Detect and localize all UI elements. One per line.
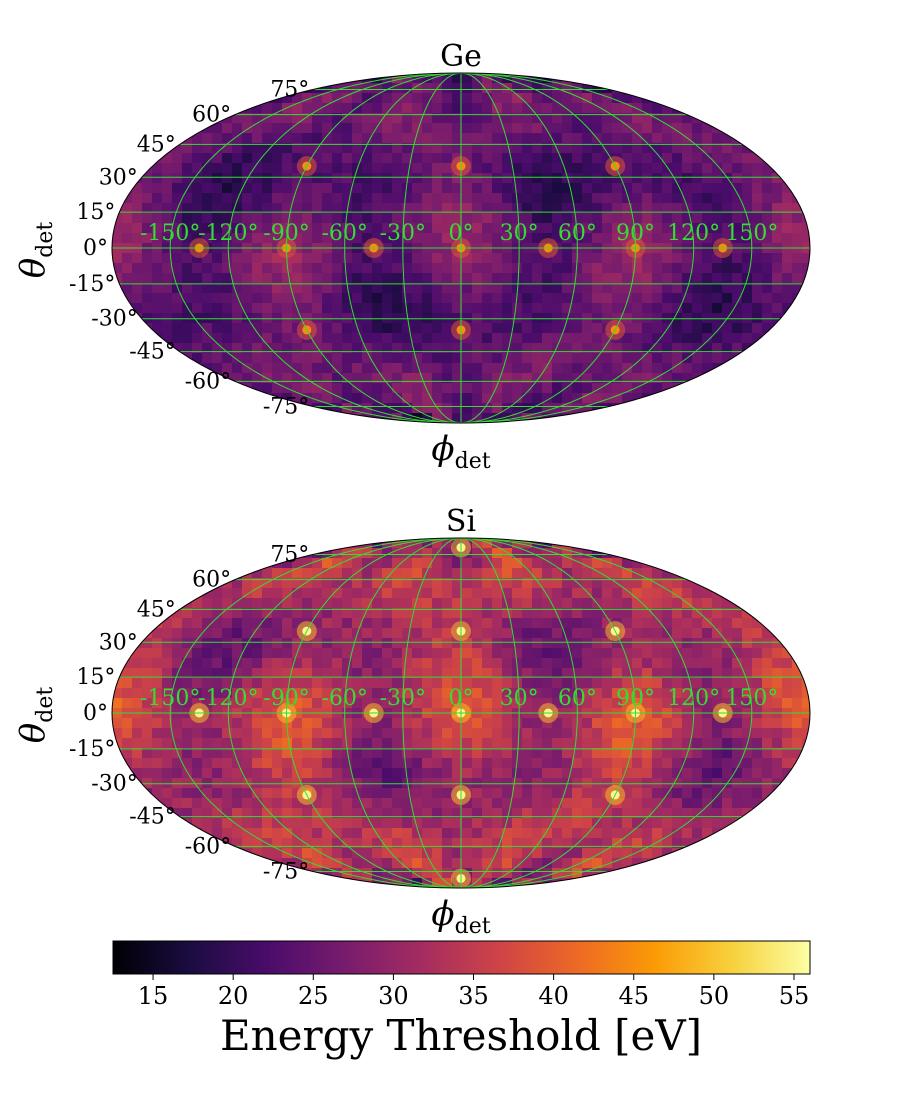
ge-longitude-labels: -150°-120° -90° -60° -30° 0° 30° 60° 90° 120° 150… [140,221,778,246]
latitude-tick-label: 60° [192,103,231,128]
latitude-tick-label: -15° [69,737,115,762]
si-xlabel-symbol: ϕ [431,894,454,934]
si-x-axis-label: ϕdet [431,894,490,939]
si-longitude-labels: -150°-120° -90° -60° -30° 0° 30° 60° 90° 120° 150… [140,686,778,711]
longitude-tick-label: -60° [321,221,367,246]
colorbar-tick-label: 40 [538,982,569,1010]
longitude-tick-label: 120° [667,221,720,246]
latitude-tick-label: 15° [76,200,115,225]
ge-title: Ge [440,39,482,74]
ge-x-axis-label: ϕdet [431,429,490,474]
ge-latitude-labels: 75° 60° 45° 30° 15° 0° -15° -30° -45° -60° -75° [69,77,309,419]
longitude-tick-label: 90° [616,221,655,246]
longitude-tick-label: -60° [321,686,367,711]
longitude-tick-label: -30° [380,221,426,246]
colorbar-tick-label: 25 [298,982,329,1010]
latitude-tick-label: 30° [99,165,138,190]
colorbar-ticks: 15 20 25 30 35 40 45 50 55 [138,974,809,1010]
longitude-tick-label: 120° [667,686,720,711]
colorbar-tick-label: 20 [218,982,249,1010]
latitude-tick-label: -15° [69,272,115,297]
ge-xlabel-subscript: det [455,449,491,474]
colorbar-tick-label: 55 [779,982,810,1010]
longitude-tick-label: 0° [449,221,474,246]
longitude-tick-label: -30° [380,686,426,711]
longitude-tick-label: 150° [725,221,778,246]
longitude-tick-label: 30° [500,221,539,246]
latitude-tick-label: 0° [83,701,108,726]
latitude-tick-label: 0° [83,236,108,261]
si-ylabel-symbol: θ [13,723,53,743]
si-title: Si [446,504,476,539]
colorbar-tick-label: 45 [618,982,649,1010]
longitude-tick-label: 60° [558,221,597,246]
latitude-tick-label: -30° [91,307,137,332]
colorbar-gradient [112,940,811,975]
ge-y-axis-label: θdet [13,222,58,279]
ge-xlabel-symbol: ϕ [431,429,454,469]
longitude-tick-label: 60° [558,686,597,711]
si-y-axis-label: θdet [13,687,58,744]
latitude-tick-label: 75° [270,77,309,102]
si-panel: Si -150°-120° -90° -60° -30° 0° 30° 60° 90° 120°… [13,504,811,939]
si-map-outline [111,537,811,889]
longitude-tick-label: -150° [140,221,200,246]
latitude-tick-label: 30° [99,630,138,655]
latitude-tick-label: -30° [91,772,137,797]
latitude-tick-label: 45° [137,597,176,622]
ge-panel: Ge -150°-120° -90° -60° -30° 0° 30° 60° 90° 120°… [13,39,811,474]
longitude-tick-label: 90° [616,686,655,711]
latitude-tick-label: -60° [185,369,231,394]
longitude-tick-label: 30° [500,686,539,711]
latitude-tick-label: 45° [137,132,176,157]
si-ylabel-subscript: det [33,687,58,723]
longitude-tick-label: -90° [263,686,309,711]
colorbar: 15 20 25 30 35 40 45 50 55 Energy Threshold [eV] [112,940,811,1060]
ge-ylabel-symbol: θ [13,258,53,278]
si-xlabel-subscript: det [455,914,491,939]
colorbar-tick-label: 50 [699,982,730,1010]
longitude-tick-label: 150° [725,686,778,711]
longitude-tick-label: -120° [198,686,258,711]
latitude-tick-label: 75° [270,542,309,567]
longitude-tick-label: -150° [140,686,200,711]
ge-graticule [112,72,810,424]
longitude-tick-label: -120° [198,221,258,246]
longitude-tick-label: 0° [449,686,474,711]
ge-ylabel-subscript: det [33,222,58,258]
latitude-tick-label: -60° [185,834,231,859]
colorbar-tick-label: 30 [378,982,409,1010]
latitude-tick-label: -45° [129,340,175,365]
colorbar-tick-label: 35 [458,982,489,1010]
longitude-tick-label: -90° [263,221,309,246]
ge-map-outline [111,72,811,424]
colorbar-label: Energy Threshold [eV] [220,1011,702,1060]
svg-text:θdet: θdet [13,222,58,279]
latitude-tick-label: -75° [263,395,309,420]
latitude-tick-label: -45° [129,805,175,830]
si-graticule [112,537,810,889]
latitude-tick-label: -75° [263,860,309,885]
svg-text:θdet: θdet [13,687,58,744]
si-latitude-labels: 75° 60° 45° 30° 15° 0° -15° -30° -45° -60° -75° [69,542,309,884]
latitude-tick-label: 15° [76,665,115,690]
colorbar-tick-label: 15 [138,982,169,1010]
latitude-tick-label: 60° [192,568,231,593]
